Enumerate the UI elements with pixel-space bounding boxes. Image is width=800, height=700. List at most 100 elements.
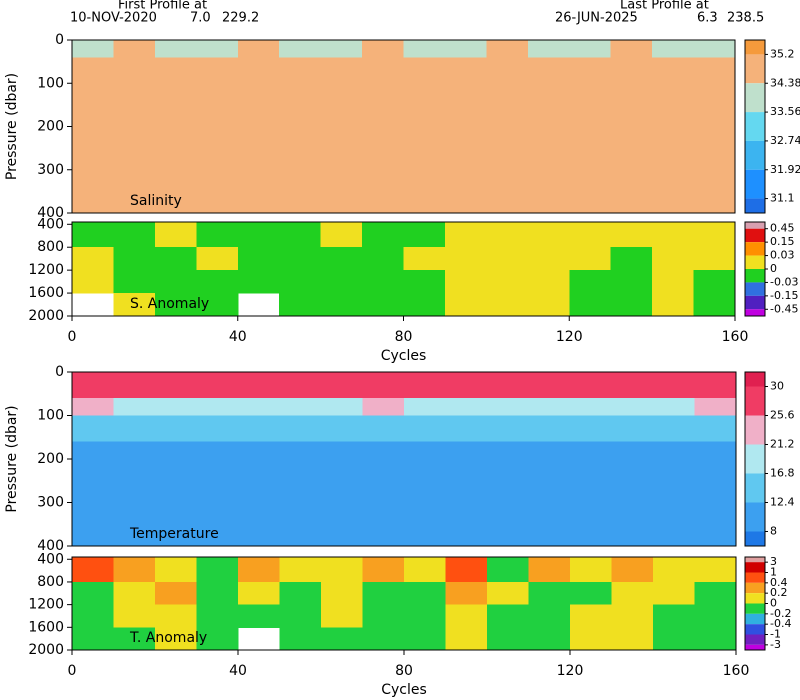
colorbar-label: 34.38 (770, 76, 800, 89)
heat-cell (238, 581, 280, 606)
heat-cell (404, 372, 446, 399)
heat-cell (694, 398, 737, 416)
heat-cell (652, 247, 695, 271)
y-tick-label: 1200 (28, 597, 64, 613)
colorbar-segment (745, 582, 765, 594)
heat-cell (113, 104, 156, 149)
colorbar-segment (745, 169, 765, 199)
colorbar-label: 33.56 (770, 105, 800, 118)
heat-cell (362, 372, 405, 399)
colorbar-label: 0.4 (770, 576, 788, 589)
heat-cell (154, 40, 197, 58)
last-lon: 238.5 (727, 11, 764, 26)
heat-cell (652, 104, 695, 149)
heat-cell (653, 441, 695, 495)
y-tick-label: 200 (37, 451, 64, 467)
heat-cell (693, 270, 736, 294)
heat-cell (694, 493, 737, 547)
heat-cell (279, 627, 322, 651)
heat-cell (362, 222, 404, 248)
heat-cell (486, 222, 529, 248)
heat-cell (238, 372, 280, 399)
heat-cell (196, 372, 239, 399)
heat-cell (610, 74, 653, 106)
heat-cell (527, 57, 570, 76)
colorbar-segment (745, 255, 765, 269)
heat-cell (610, 247, 653, 271)
heat-cell (196, 40, 239, 58)
heat-cell (652, 270, 695, 294)
heat-cell (362, 604, 405, 628)
heat-cell (570, 604, 612, 628)
panel-label: S. Anomaly (130, 296, 209, 312)
heat-cell (72, 441, 114, 495)
colorbar-segment (745, 415, 765, 445)
colorbar-label: 0.45 (770, 222, 795, 235)
heat-cell (487, 604, 529, 628)
heat-cell (445, 398, 488, 416)
y-tick-label: 400 (37, 538, 64, 554)
heat-cell (154, 57, 197, 76)
heat-cell (403, 222, 446, 248)
heat-cell (72, 222, 114, 248)
x-tick-label: 0 (68, 329, 77, 345)
y-tick-label: 300 (37, 162, 64, 178)
heat-cell (238, 604, 280, 628)
heat-cell (569, 40, 612, 58)
y-tick-label: 0 (55, 364, 64, 380)
colorbar-label: 31.1 (770, 192, 795, 205)
heat-cell (528, 441, 571, 495)
heat-cell (610, 57, 653, 76)
heat-cell (653, 604, 695, 628)
heat-cell (321, 493, 363, 547)
heat-cell (445, 604, 488, 628)
heat-cell (72, 247, 114, 271)
heat-cell (693, 57, 736, 76)
colorbar-segment (745, 562, 765, 573)
heat-cell (113, 40, 156, 58)
heat-cell (527, 40, 570, 58)
heat-cell (486, 40, 529, 58)
heat-cell (404, 398, 446, 416)
heat-cell (528, 398, 571, 416)
heat-cell (72, 148, 114, 214)
heat-cell (154, 148, 197, 214)
heat-cell (569, 57, 612, 76)
heat-cell (404, 627, 446, 651)
colorbar-label: 32.74 (770, 134, 800, 147)
heat-cell (569, 148, 612, 214)
heat-cell (196, 293, 239, 317)
colorbar-frame (744, 371, 766, 547)
heat-cell (610, 104, 653, 149)
heat-cell (196, 74, 239, 106)
heat-cell (279, 40, 322, 58)
heat-cell (154, 247, 197, 271)
colorbar-label: -0.4 (770, 617, 791, 630)
colorbar-label: 25.6 (770, 409, 795, 422)
heat-cell (403, 40, 446, 58)
y-tick-label: 1600 (28, 285, 64, 301)
colorbar-segment (745, 140, 765, 170)
heat-cell (694, 604, 737, 628)
heat-cell (279, 57, 322, 76)
colorbar-label: 21.2 (770, 438, 795, 451)
colorbar-segment (745, 634, 765, 645)
heat-cell (320, 247, 363, 271)
heat-cell (486, 104, 529, 149)
heat-cell (486, 247, 529, 271)
heat-cell (652, 148, 695, 214)
heat-cell (113, 74, 156, 106)
heat-cell (486, 74, 529, 106)
heat-cell (653, 581, 695, 606)
colorbar-segment (745, 54, 765, 84)
heat-cell (72, 372, 114, 399)
heat-cell (653, 627, 695, 651)
heat-cell (321, 557, 363, 583)
heat-cell (444, 148, 487, 214)
heat-cell (653, 398, 695, 416)
heat-cell (569, 104, 612, 149)
heat-cell (237, 74, 280, 106)
heat-cell (403, 148, 446, 214)
colorbar-label: -0.2 (770, 607, 791, 620)
heat-cell (155, 557, 197, 583)
